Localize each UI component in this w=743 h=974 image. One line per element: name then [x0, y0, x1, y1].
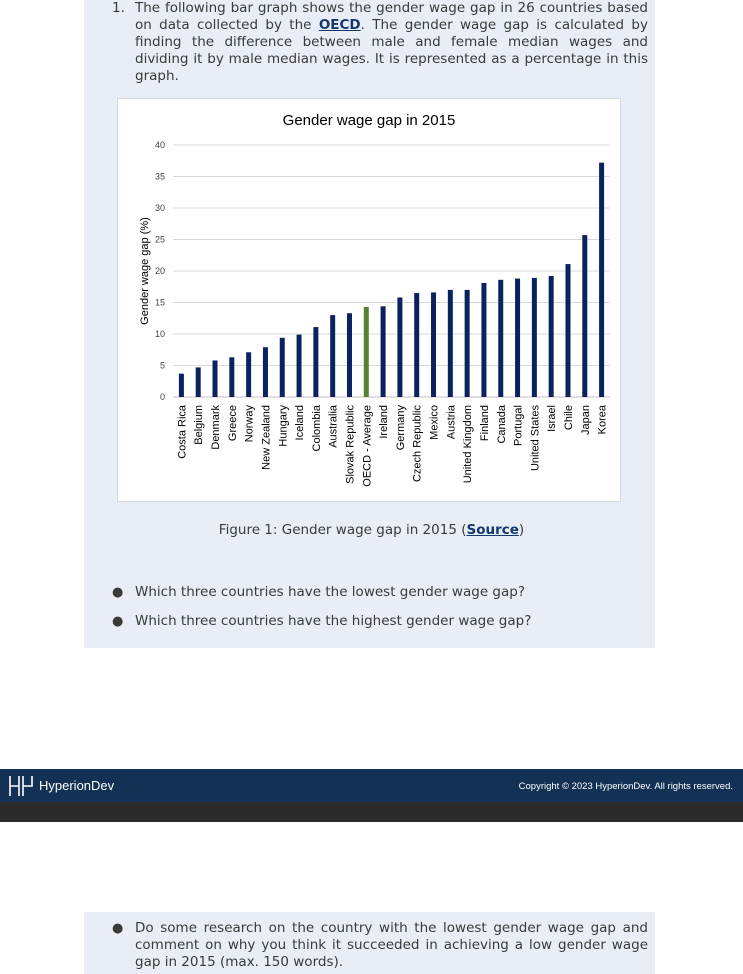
x-tick-label: United Kingdom — [462, 405, 474, 483]
x-tick-label: Colombia — [311, 404, 323, 451]
y-tick-label: 15 — [155, 298, 165, 308]
x-tick-label: Hungary — [277, 405, 289, 447]
question-text-intro: The following bar graph shows the gender… — [135, 0, 648, 33]
research-panel — [84, 912, 655, 974]
question-text-rest: . The gender wage gap is calculated by f… — [135, 17, 648, 84]
bar — [262, 347, 268, 397]
chart-svg: Gender wage gap in 2015 0 5 10 15 20 25 30 35 40 G… — [139, 112, 610, 487]
x-tick-label: Greece — [227, 405, 239, 441]
bar — [279, 337, 285, 397]
x-tick-label: Denmark — [210, 405, 222, 450]
x-tick-label: Iceland — [294, 405, 306, 440]
bar — [447, 289, 453, 397]
x-tick-label: Ireland — [378, 405, 390, 439]
bar — [531, 277, 537, 397]
x-tick-label: United States — [529, 405, 541, 472]
bullet-dot: ● — [112, 921, 124, 936]
bar — [330, 315, 336, 397]
x-tick-label: Chile — [563, 405, 575, 430]
bar — [195, 367, 201, 397]
y-tick-label: 5 — [160, 361, 165, 371]
x-tick-label: OECD - Average — [361, 405, 373, 487]
footer-bar: HyperionDev Copyright © 2023 HyperionDev… — [0, 769, 743, 802]
hyperiondev-logo-icon — [9, 776, 33, 796]
y-tick-label: 0 — [160, 392, 165, 402]
y-tick-label: 20 — [155, 266, 165, 276]
x-tick-label: Germany — [395, 405, 407, 451]
y-tick-label: 10 — [155, 329, 165, 339]
bar — [346, 313, 352, 397]
bar — [464, 289, 470, 397]
bar — [212, 360, 218, 397]
x-tick-label: Mexico — [429, 405, 441, 440]
bar — [397, 297, 403, 397]
x-tick-label: New Zealand — [260, 405, 272, 470]
bar — [515, 278, 521, 397]
figure-caption: Figure 1: Gender wage gap in 2015 (Sourc… — [0, 522, 743, 538]
x-tick-label: Slovak Republic — [344, 405, 356, 484]
bullet-text: Which three countries have the highest g… — [135, 613, 532, 629]
x-tick-label: Finland — [479, 405, 491, 441]
caption-prefix: Figure 1: Gender wage gap in 2015 ( — [218, 522, 467, 538]
bullet-text: Do some research on the country with the… — [135, 920, 648, 970]
bar — [414, 293, 420, 397]
x-tick-label: Czech Republic — [412, 405, 424, 483]
copyright-text: Copyright © 2023 HyperionDev. All rights… — [518, 781, 733, 792]
y-tick-label: 30 — [155, 203, 165, 213]
brand-name: HyperionDev — [39, 778, 115, 793]
bar — [498, 279, 504, 397]
x-tick-label: Israel — [546, 405, 558, 432]
x-tick-label: Costa Rica — [176, 404, 188, 459]
bar — [565, 264, 571, 397]
x-tick-label: Austria — [445, 404, 457, 439]
bullet-text: Which three countries have the lowest ge… — [135, 584, 525, 600]
x-tick-label: Korea — [597, 404, 609, 434]
bar — [296, 334, 302, 397]
x-tick-label: Australia — [328, 404, 340, 448]
bar — [548, 276, 554, 397]
x-tick-label: Japan — [580, 405, 592, 435]
bullet-dot: ● — [112, 585, 124, 600]
x-tick-label: Canada — [496, 404, 508, 443]
bullet-dot: ● — [112, 614, 124, 629]
y-tick-label: 40 — [155, 140, 165, 150]
bar — [582, 235, 588, 397]
x-tick-label: Belgium — [193, 405, 205, 445]
bar-chart: Gender wage gap in 2015 0 5 10 15 20 25 30 35 40 G… — [117, 98, 621, 502]
y-tick-label: 35 — [155, 172, 165, 182]
bar — [431, 292, 437, 397]
caption-suffix: ) — [518, 522, 525, 538]
footer-strip — [0, 802, 743, 822]
bar — [599, 162, 605, 397]
chart-title: Gender wage gap in 2015 — [283, 112, 456, 129]
question-text: The following bar graph shows the gender… — [135, 0, 648, 85]
source-link[interactable]: Source — [466, 522, 519, 538]
x-tick-label: Portugal — [513, 405, 525, 446]
bar — [246, 352, 252, 397]
oecd-link[interactable]: OECD — [318, 17, 361, 33]
x-tick-label: Norway — [244, 405, 256, 443]
bar — [363, 306, 369, 397]
question-number: 1. — [112, 0, 125, 16]
y-tick-label: 25 — [155, 235, 165, 245]
bar — [229, 357, 235, 397]
bar — [178, 373, 184, 397]
bar — [380, 306, 386, 397]
bar — [313, 327, 319, 397]
bar — [481, 282, 487, 397]
y-axis-label: Gender wage gap (%) — [139, 217, 151, 325]
